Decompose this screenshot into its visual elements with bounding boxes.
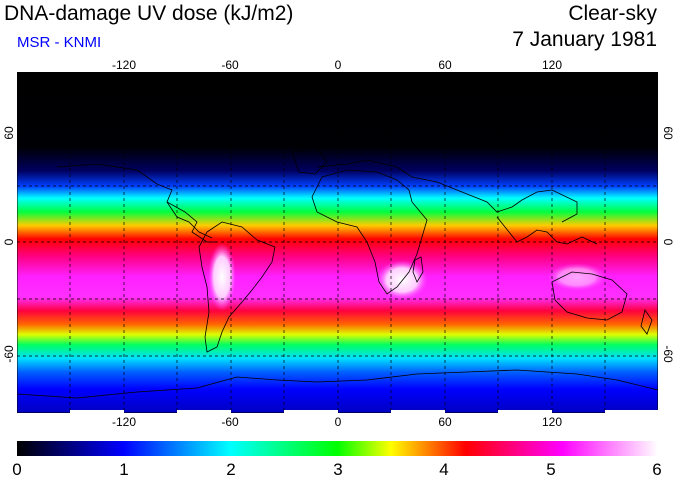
africa-coast <box>311 169 428 295</box>
andes-hotspot <box>208 243 236 311</box>
madagascar-coast <box>412 256 424 283</box>
eurasia-coast <box>316 159 578 223</box>
coastlines <box>17 146 658 399</box>
lon-tick-top: -120 <box>111 58 137 72</box>
lon-tick-top: -60 <box>221 58 239 72</box>
frame-segment <box>391 410 445 413</box>
lon-tick-top: 120 <box>541 58 563 72</box>
map-frame <box>17 72 658 413</box>
south-america-coast <box>198 221 276 353</box>
frame-segment <box>17 72 70 75</box>
colorbar-label: 4 <box>439 460 449 479</box>
frame-segment <box>552 72 605 75</box>
sky-condition: Clear-sky <box>568 2 657 25</box>
colorbar-label: 2 <box>226 460 236 479</box>
colorbar-label: 0 <box>12 460 22 479</box>
lon-tick-bottom: 120 <box>541 415 563 429</box>
lon-tick-bottom: -120 <box>111 415 137 429</box>
lon-tick-top: 60 <box>438 58 452 72</box>
frame-segment <box>605 410 658 413</box>
uv-dose-world-map <box>17 72 658 413</box>
map-title: DNA-damage UV dose (kJ/m2) <box>4 2 294 25</box>
lon-tick-bottom: 60 <box>438 415 452 429</box>
graticule <box>17 72 658 413</box>
source-label: MSR - KNMI <box>17 34 102 51</box>
southern-africa-hotspot <box>376 260 428 300</box>
greenland-coast <box>291 146 328 175</box>
uv-field <box>17 72 658 413</box>
lat-tick-right: 60 <box>661 126 675 140</box>
frame-segment <box>284 410 338 413</box>
lon-tick-bottom: 0 <box>334 415 342 429</box>
lat-tick-left: -60 <box>2 345 16 363</box>
central-america-coast <box>166 201 213 239</box>
frame-segment <box>338 72 391 75</box>
lon-tick-top: 0 <box>334 58 342 72</box>
lat-tick-left: 0 <box>2 238 16 246</box>
australia-hotspot <box>547 263 607 291</box>
colorbar-label: 6 <box>652 460 662 479</box>
colorbar-label: 1 <box>119 460 129 479</box>
map-date: 7 January 1981 <box>512 28 657 51</box>
australia-coast <box>551 271 628 321</box>
frame-segment <box>177 410 231 413</box>
antarctica-coast <box>17 369 658 399</box>
lat-tick-right: -60 <box>661 345 675 363</box>
colorbar-label: 3 <box>333 460 343 479</box>
frame-segment <box>231 72 284 75</box>
lat-tick-left: 60 <box>2 126 16 140</box>
new-zealand-coast <box>640 309 653 335</box>
lat-tick-right: 0 <box>661 238 675 246</box>
frame-segment <box>498 410 552 413</box>
colorbar-label: 5 <box>546 460 556 479</box>
frame-segment <box>445 72 498 75</box>
frame-segment <box>124 72 177 75</box>
lon-tick-bottom: -60 <box>221 415 239 429</box>
colorbar-gradient <box>17 441 658 456</box>
southeast-asia-coast <box>496 216 598 245</box>
colorbar <box>17 441 658 456</box>
frame-segment <box>70 410 124 413</box>
